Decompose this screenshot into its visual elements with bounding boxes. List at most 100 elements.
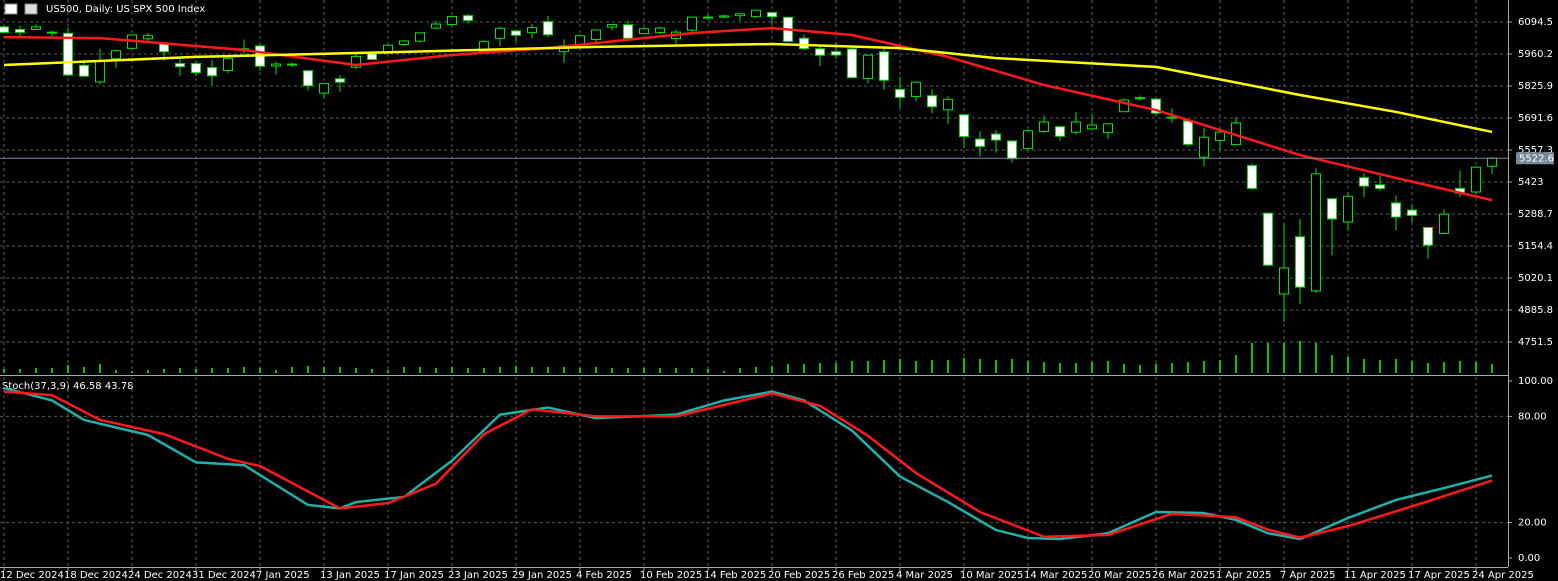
candle-body [1311, 173, 1321, 292]
x-tick-label: 14 Feb 2025 [704, 570, 766, 581]
y-tick-label: 20.00 [1518, 518, 1547, 529]
y-tick-label: 5154.4 [1518, 241, 1553, 252]
candle-body [623, 24, 633, 39]
candle-body [271, 63, 281, 67]
y-tick-label: 80.00 [1518, 411, 1547, 422]
x-tick-label: 17 Apr 2025 [1408, 570, 1470, 581]
candle-body [1439, 213, 1449, 234]
candle-body [79, 64, 89, 77]
candle-body [735, 13, 745, 17]
x-tick-label: 20 Feb 2025 [768, 570, 830, 581]
candle-body [463, 15, 473, 21]
icon [4, 3, 18, 15]
candle-body [751, 9, 761, 18]
candle-body [1359, 177, 1369, 187]
candle-body [1135, 97, 1145, 100]
x-tick-label: 26 Mar 2025 [1152, 570, 1215, 581]
x-tick-label: 1 Apr 2025 [1216, 570, 1271, 581]
candle-body [511, 30, 521, 36]
candle-body [1071, 121, 1081, 133]
x-tick-label: 7 Apr 2025 [1280, 570, 1335, 581]
candle-body [447, 15, 457, 25]
candle-body [591, 29, 601, 41]
candle-body [207, 67, 217, 77]
candle-body [143, 35, 153, 40]
x-tick-label: 24 Apr 2025 [1472, 570, 1534, 581]
candle-body [799, 37, 809, 50]
candle-body [175, 63, 185, 68]
y-tick-label: 5691.6 [1518, 113, 1553, 124]
candle-body [15, 28, 25, 33]
y-tick-label: 4885.8 [1518, 305, 1553, 316]
candle-body [95, 60, 105, 83]
candle-body [1391, 202, 1401, 218]
candle-body [287, 63, 297, 66]
candle-body [1007, 140, 1017, 160]
candle-body [639, 28, 649, 35]
candle-body [367, 53, 377, 61]
candle-body [1119, 99, 1129, 113]
candle-body [767, 12, 777, 18]
y-tick-label: 5020.1 [1518, 273, 1553, 284]
candle-body [399, 40, 409, 46]
candle-body [911, 81, 921, 97]
x-tick-label: 10 Mar 2025 [960, 570, 1023, 581]
indicator-title: Stoch(37,3,9) 46.58 43.78 [2, 381, 133, 392]
candle-body [1023, 130, 1033, 150]
x-tick-label: 20 Mar 2025 [1088, 570, 1151, 581]
candle-body [1295, 236, 1305, 288]
x-tick-label: 11 Apr 2025 [1344, 570, 1406, 581]
x-tick-label: 10 Feb 2025 [640, 570, 702, 581]
candle-body [31, 26, 41, 30]
candle-body [703, 16, 713, 19]
x-tick-label: 18 Dec 2024 [64, 570, 128, 581]
candle-body [831, 51, 841, 56]
candle-body [1039, 121, 1049, 132]
y-tick-label: 5423 [1518, 177, 1543, 188]
candle-body [895, 89, 905, 98]
candle-body [319, 83, 329, 94]
x-tick-label: 26 Feb 2025 [832, 570, 894, 581]
y-tick-label: 6094.5 [1518, 17, 1553, 28]
candle-body [351, 55, 361, 68]
candle-body [687, 16, 697, 31]
x-tick-label: 4 Mar 2025 [896, 570, 953, 581]
candle-body [1327, 198, 1337, 220]
candle-body [1343, 195, 1353, 223]
candle-body [1055, 126, 1065, 137]
last-price-label: 5522.6 [1519, 153, 1554, 164]
indicator-line [3, 26, 1493, 202]
candle-body [847, 48, 857, 79]
candle-body [959, 114, 969, 137]
x-tick-label: 29 Jan 2025 [512, 570, 572, 581]
y-tick-label: 5288.7 [1518, 209, 1553, 220]
candle-body [543, 21, 553, 36]
indicator-line [3, 42, 1493, 134]
candle-body [991, 133, 1001, 141]
candle-body [1151, 98, 1161, 114]
x-tick-label: 17 Jan 2025 [384, 570, 444, 581]
x-tick-label: 14 Mar 2025 [1024, 570, 1087, 581]
candle-body [1103, 123, 1113, 134]
candle-body [0, 26, 9, 33]
candle-body [223, 57, 233, 71]
y-tick-label: 5557.3 [1518, 145, 1553, 156]
x-tick-label: 23 Jan 2025 [448, 570, 508, 581]
candle-body [1247, 165, 1257, 189]
candle-body [415, 32, 425, 42]
candle-body [1279, 267, 1289, 295]
x-tick-label: 31 Dec 2024 [192, 570, 256, 581]
candle-body [927, 95, 937, 108]
candle-body [1407, 209, 1417, 216]
candle-body [655, 27, 665, 34]
candle-body [607, 23, 617, 28]
candle-body [431, 23, 441, 29]
candle-body [63, 32, 73, 76]
candle-body [303, 70, 313, 87]
x-tick-label: 7 Jan 2025 [256, 570, 310, 581]
chart-title: US500, Daily: US SPX 500 Index [46, 4, 205, 15]
indicator-line [3, 390, 1493, 539]
candle-body [1183, 120, 1193, 145]
